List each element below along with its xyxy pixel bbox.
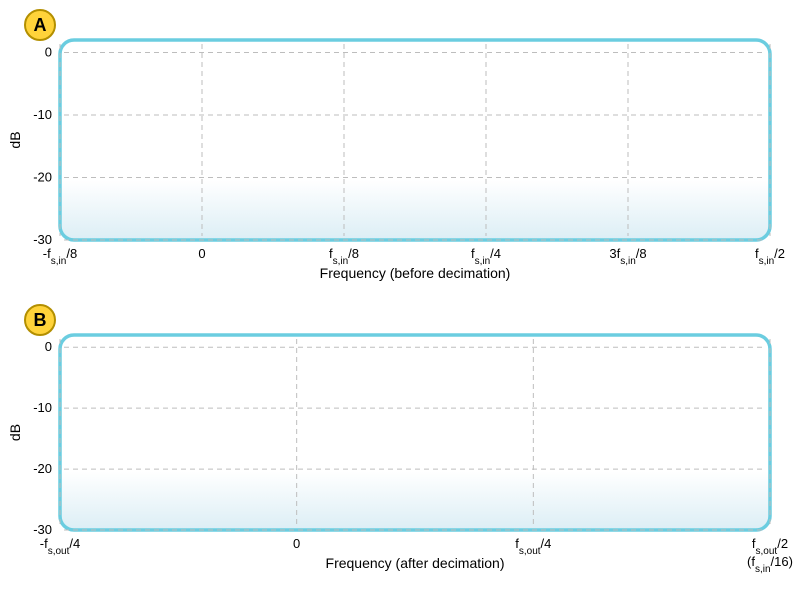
svg-text:Frequency (before decimation): Frequency (before decimation)	[320, 265, 511, 281]
svg-text:-fs,out/4: -fs,out/4	[40, 536, 81, 557]
svg-text:0: 0	[45, 45, 52, 60]
svg-text:-fs,in/8: -fs,in/8	[43, 246, 77, 267]
svg-text:fs,in/2: fs,in/2	[755, 246, 785, 267]
svg-text:0: 0	[198, 246, 205, 261]
panel-a-badge: A	[34, 15, 47, 35]
svg-text:3fs,in/8: 3fs,in/8	[609, 246, 646, 267]
svg-text:-20: -20	[33, 170, 52, 185]
svg-text:-10: -10	[33, 107, 52, 122]
svg-text:0: 0	[45, 339, 52, 354]
svg-text:dB: dB	[7, 424, 23, 441]
svg-text:-30: -30	[33, 522, 52, 537]
svg-text:-30: -30	[33, 232, 52, 247]
svg-text:fs,out/4: fs,out/4	[515, 536, 551, 557]
svg-text:dB: dB	[7, 131, 23, 148]
svg-text:Frequency (after decimation): Frequency (after decimation)	[326, 555, 505, 571]
svg-text:-10: -10	[33, 400, 52, 415]
svg-text:fs,in/8: fs,in/8	[329, 246, 359, 267]
svg-text:0: 0	[293, 536, 300, 551]
svg-text:fs,in/4: fs,in/4	[471, 246, 501, 267]
svg-text:B: B	[34, 310, 47, 330]
svg-text:(fs,in/16): (fs,in/16)	[747, 554, 793, 575]
svg-text:-20: -20	[33, 461, 52, 476]
